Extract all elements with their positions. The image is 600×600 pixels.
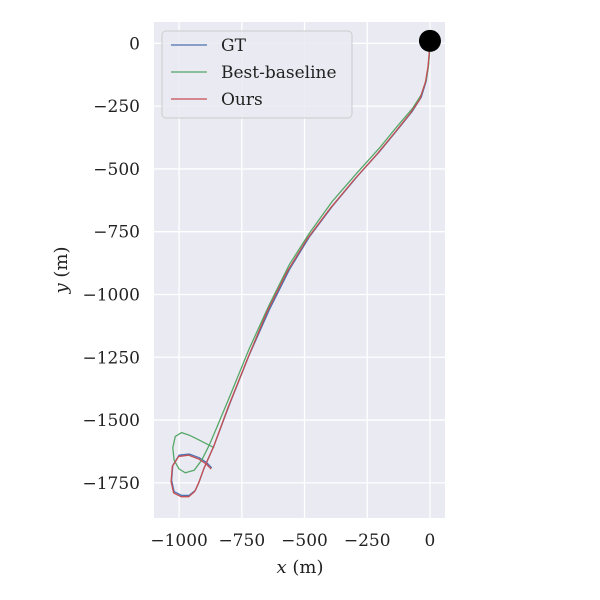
y-tick-label: −250 — [93, 97, 140, 117]
series-layer — [170, 40, 431, 498]
y-axis-var: y — [51, 283, 72, 295]
legend-label-best-baseline: Best-baseline — [221, 63, 337, 83]
x-tick-label: −250 — [344, 531, 391, 551]
x-axis-var: x — [277, 557, 287, 578]
x-axis-ticks: −1000 −750 −500 −250 0 — [150, 531, 435, 551]
x-axis-label: x (m) — [277, 557, 324, 578]
y-tick-label: −1000 — [82, 285, 140, 305]
y-tick-label: −750 — [93, 223, 140, 243]
y-tick-label: 0 — [129, 34, 140, 54]
x-axis-unit: (m) — [287, 557, 324, 578]
x-tick-label: −1000 — [150, 531, 208, 551]
y-tick-label: −1250 — [82, 348, 140, 368]
series-line-ours — [170, 40, 431, 498]
legend: GT Best-baseline Ours — [161, 30, 353, 119]
legend-box — [161, 30, 353, 119]
legend-label-ours: Ours — [221, 90, 263, 110]
series-line-best-baseline — [172, 40, 431, 474]
y-tick-label: −500 — [93, 160, 140, 180]
marker-layer — [418, 29, 441, 52]
y-tick-label: −1750 — [82, 474, 140, 494]
x-tick-label: −750 — [218, 531, 265, 551]
y-axis-unit: (m) — [51, 246, 72, 283]
x-tick-label: −500 — [281, 531, 328, 551]
legend-label-gt: GT — [221, 36, 247, 56]
y-axis-label: y (m) — [51, 246, 72, 294]
start-marker — [418, 29, 441, 52]
x-tick-label: 0 — [425, 531, 436, 551]
y-tick-label: −1500 — [82, 411, 140, 431]
y-axis-ticks: 0 −250 −500 −750 −1000 −1250 −1500 −1750 — [82, 34, 140, 493]
